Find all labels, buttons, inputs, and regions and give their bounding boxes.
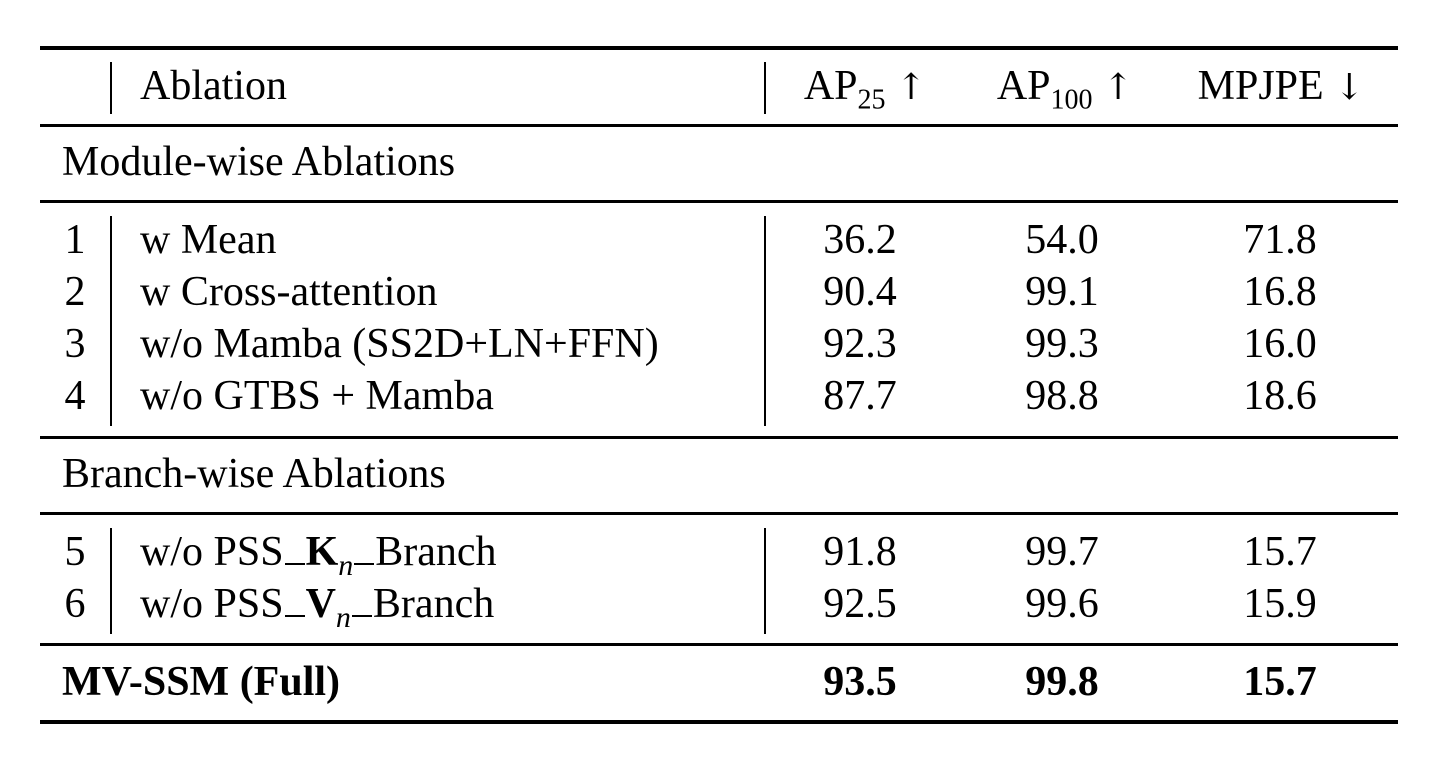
branch-section-rule bbox=[40, 512, 1398, 515]
header-ap100: AP100 ↑ bbox=[996, 63, 1134, 116]
branch-vline-right bbox=[764, 528, 766, 634]
down-arrow-icon: ↓ bbox=[1334, 67, 1365, 108]
header-vline-left bbox=[110, 62, 112, 114]
header-vline-right bbox=[764, 62, 766, 114]
module-vline-right bbox=[764, 216, 766, 426]
header-rule bbox=[40, 124, 1398, 127]
branch-end-rule bbox=[40, 643, 1398, 646]
header-mpjpe: MPJPE ↓ bbox=[1197, 63, 1365, 109]
header-ap25: AP25 ↑ bbox=[803, 63, 927, 116]
top-rule bbox=[40, 46, 1398, 50]
module-end-rule bbox=[40, 436, 1398, 439]
up-arrow-icon: ↑ bbox=[896, 67, 927, 108]
module-section-rule bbox=[40, 200, 1398, 203]
header-ablation: Ablation bbox=[140, 63, 287, 109]
branch-section-title: Branch-wise Ablations bbox=[62, 451, 446, 497]
up-arrow-icon: ↑ bbox=[1103, 67, 1134, 108]
module-section-title: Module-wise Ablations bbox=[62, 139, 456, 185]
branch-vline-left bbox=[110, 528, 112, 634]
module-vline-left bbox=[110, 216, 112, 426]
bottom-rule bbox=[40, 720, 1398, 724]
